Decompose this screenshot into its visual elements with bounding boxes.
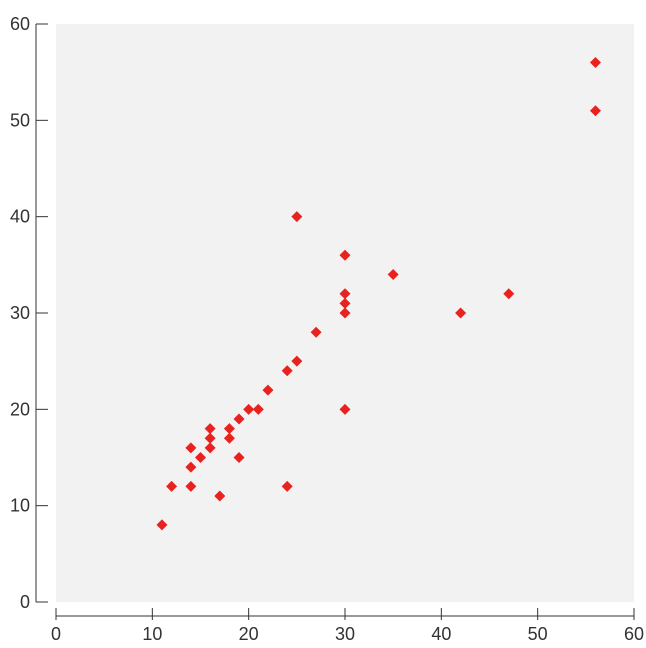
data-point bbox=[243, 403, 255, 415]
y-tick-label: 10 bbox=[10, 496, 30, 516]
data-point bbox=[281, 365, 293, 377]
data-point bbox=[204, 423, 216, 435]
y-tick-label: 40 bbox=[10, 207, 30, 227]
y-tick-label: 50 bbox=[10, 110, 30, 130]
data-point bbox=[281, 480, 293, 492]
data-point bbox=[291, 211, 303, 223]
data-point bbox=[291, 355, 303, 367]
data-point bbox=[455, 307, 467, 319]
x-tick-label: 50 bbox=[528, 624, 548, 644]
x-tick-label: 60 bbox=[624, 624, 644, 644]
data-point bbox=[233, 452, 245, 463]
data-point bbox=[589, 57, 601, 69]
y-tick-label: 60 bbox=[10, 14, 30, 34]
data-point bbox=[185, 480, 197, 492]
data-point bbox=[185, 461, 197, 473]
data-point bbox=[204, 432, 216, 444]
y-tick-label: 20 bbox=[10, 399, 30, 419]
data-point bbox=[185, 442, 197, 454]
data-point bbox=[166, 480, 178, 492]
data-point bbox=[339, 288, 351, 300]
data-point bbox=[195, 452, 206, 463]
data-point bbox=[339, 249, 351, 261]
x-tick-label: 0 bbox=[51, 624, 61, 644]
data-point bbox=[156, 519, 168, 531]
x-axis: 0 10 20 30 40 50 60 bbox=[51, 608, 644, 644]
y-tick-label: 0 bbox=[20, 592, 30, 612]
y-axis: 0 10 20 30 40 50 60 bbox=[10, 14, 48, 612]
data-point bbox=[214, 490, 226, 502]
data-point bbox=[204, 442, 216, 454]
data-points bbox=[156, 57, 601, 531]
data-point bbox=[262, 384, 274, 396]
data-point bbox=[339, 307, 351, 319]
data-point bbox=[223, 423, 235, 435]
y-tick-label: 30 bbox=[10, 303, 30, 323]
data-point bbox=[252, 403, 264, 415]
x-tick-label: 40 bbox=[431, 624, 451, 644]
data-point bbox=[339, 297, 351, 309]
data-point bbox=[387, 268, 399, 280]
data-point bbox=[503, 288, 515, 300]
data-point bbox=[589, 105, 601, 117]
data-point bbox=[339, 403, 351, 415]
x-tick-label: 20 bbox=[239, 624, 259, 644]
data-point bbox=[310, 326, 322, 338]
x-tick-label: 10 bbox=[142, 624, 162, 644]
data-point bbox=[223, 432, 235, 444]
data-point bbox=[233, 413, 245, 425]
x-tick-label: 30 bbox=[335, 624, 355, 644]
